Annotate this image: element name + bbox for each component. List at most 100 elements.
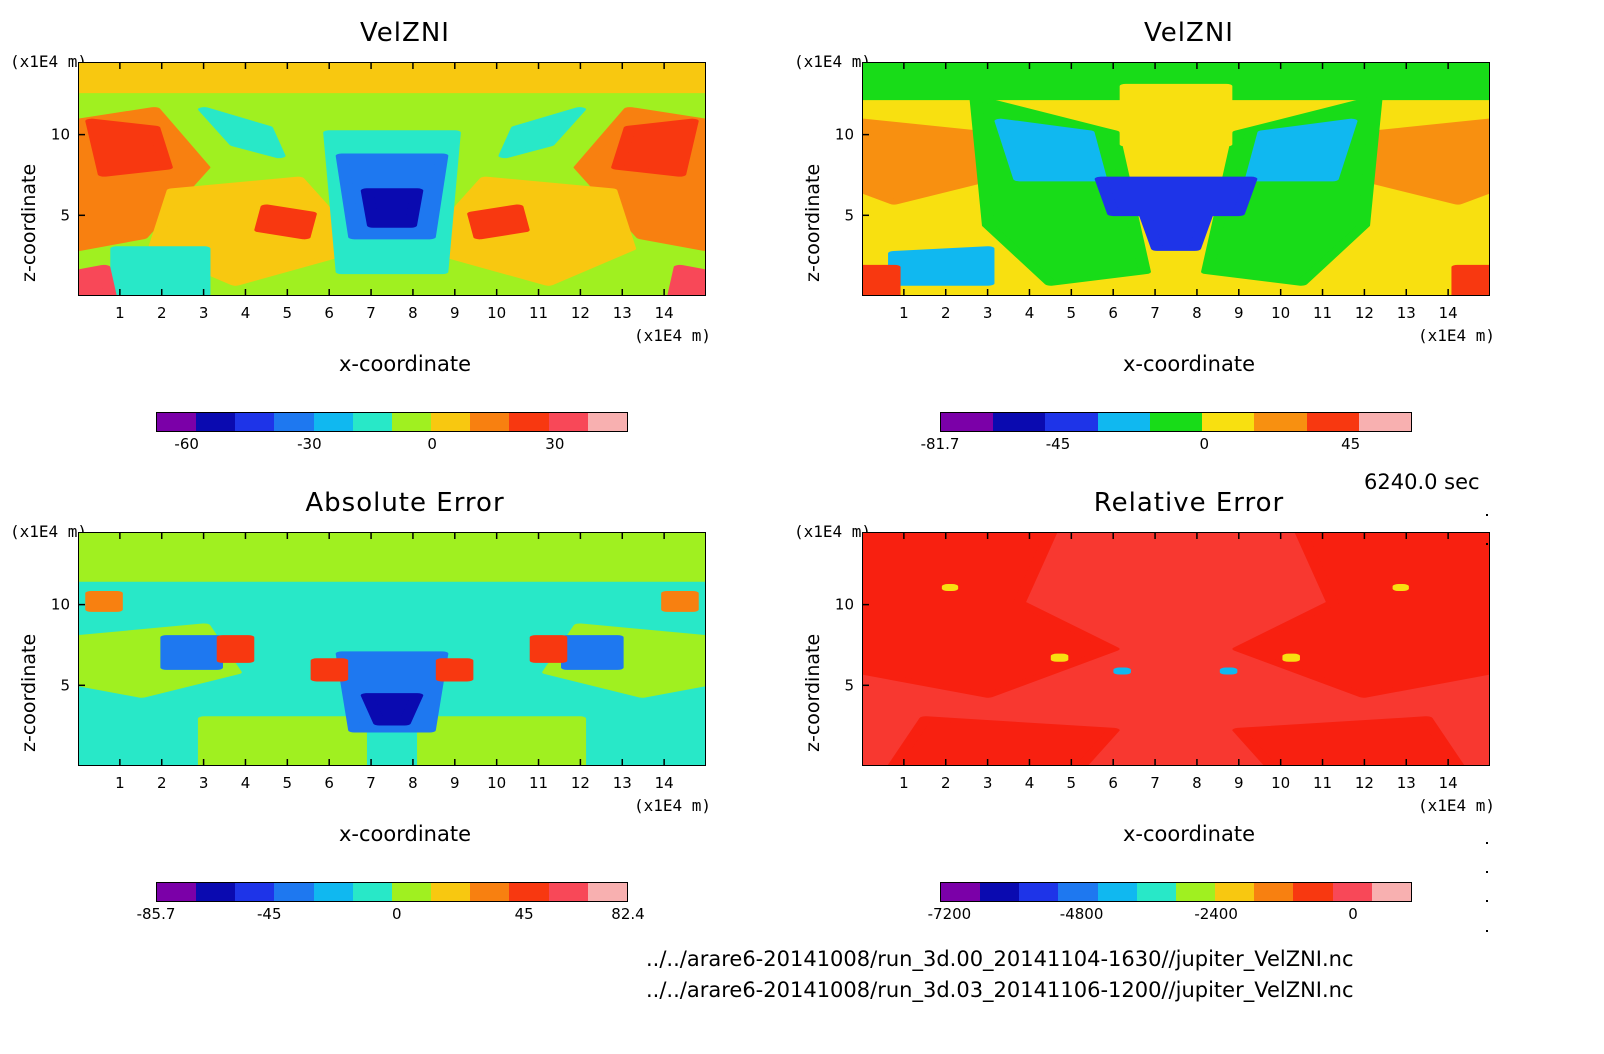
x-tick-label: 8	[1192, 304, 1202, 322]
x-tick-label: 5	[283, 774, 293, 792]
colorbar	[940, 412, 1412, 432]
colorbar-segment	[980, 883, 1020, 901]
y-tick-label: 5	[60, 676, 70, 694]
y-tick-label: 10	[835, 126, 854, 144]
x-tick-label: 10	[487, 304, 506, 322]
colorbar-segment	[470, 413, 510, 431]
colorbar-segment	[509, 413, 549, 431]
x-tick-label: 13	[613, 304, 632, 322]
colorbar-tick-label: 0	[427, 435, 437, 453]
margin-dot	[1486, 871, 1488, 873]
contour-region	[216, 635, 255, 663]
colorbar-segment	[313, 883, 353, 901]
margin-dot	[1486, 900, 1488, 902]
colorbar-labels: -81.7 -45 0 45	[921, 435, 1412, 455]
x-tick-label: 2	[941, 304, 951, 322]
contour-field	[863, 533, 1489, 765]
colorbar-tick-label: -81.7	[920, 435, 960, 453]
colorbar-segment	[274, 413, 314, 431]
colorbar-segment	[1019, 883, 1059, 901]
x-tick-label: 1	[899, 774, 909, 792]
contour-region	[863, 533, 1120, 698]
colorbar-tick-label: -2400	[1194, 905, 1238, 923]
contour-region	[85, 118, 173, 177]
colorbar-segment	[548, 413, 588, 431]
x-unit-label: (x1E4 m)	[1418, 796, 1496, 815]
contour-region	[197, 716, 367, 765]
contour-region	[360, 188, 424, 228]
colorbar-tick-label: -45	[1045, 435, 1071, 453]
x-tick-label: 4	[241, 304, 251, 322]
x-tick-label: 9	[450, 774, 460, 792]
contour-region	[310, 658, 349, 682]
x-tick-label: 2	[941, 774, 951, 792]
contour-region	[1219, 667, 1238, 675]
margin-dot	[1486, 543, 1488, 545]
contour-region	[1392, 584, 1409, 591]
y-axis-label: z-coordinate	[802, 163, 824, 282]
margin-dot	[1486, 514, 1488, 516]
x-tick-label: 12	[1355, 774, 1374, 792]
x-tick-label: 5	[1067, 304, 1077, 322]
contour-region	[79, 533, 705, 582]
panel-velzni-top-right: VelZNI (x1E4 m) 1 2 3 4 5 6 7 8 9 10 11 12 13 14 5 10 (x1E…	[784, 0, 1564, 470]
x-tick-label: 3	[199, 304, 209, 322]
x-axis-label: x-coordinate	[338, 352, 471, 376]
x-tick-label: 11	[1313, 774, 1332, 792]
x-tick-label: 9	[1234, 304, 1244, 322]
y-tick-label: 5	[844, 676, 854, 694]
x-tick-label: 11	[1313, 304, 1332, 322]
panel-relative-error: Relative Error (x1E4 m) 1 2 3 4 5 6 7 8 9 10 11 12 13 1…	[784, 470, 1564, 940]
plot-title: Relative Error	[1093, 488, 1285, 518]
x-tick-label: 9	[1234, 774, 1244, 792]
colorbar-segment	[196, 883, 236, 901]
x-tick-label: 13	[1397, 774, 1416, 792]
contour-region	[1232, 533, 1489, 698]
plot-title: VelZNI	[360, 18, 450, 48]
contour-region	[160, 635, 223, 670]
colorbar-segment	[274, 883, 314, 901]
colorbar-tick-label: -30	[297, 435, 322, 453]
margin-dot	[1486, 842, 1488, 844]
contour-region	[863, 264, 901, 295]
contour-region	[529, 635, 568, 663]
panel-absolute-error: Absolute Error (x1E4 m) 1 2 3 4 5 6 7 8 9 10 11 12 13 1…	[0, 470, 780, 940]
panel-velzni-top-left: VelZNI (x1E4 m) 1 2 3 4 5 6 7 8 9 10 11 12 13 14 5 10 (x1E…	[0, 0, 780, 470]
colorbar-segment	[1254, 413, 1307, 431]
colorbar-segment	[587, 413, 627, 431]
contour-region	[561, 635, 624, 670]
contour-plot-area	[78, 532, 706, 766]
colorbar	[156, 412, 628, 432]
x-tick-label: 7	[366, 774, 376, 792]
contour-plot-area	[862, 62, 1490, 296]
contour-region	[863, 63, 1489, 101]
x-tick-label: 3	[199, 774, 209, 792]
contour-field	[863, 63, 1489, 295]
colorbar-labels: -85.7 -45 0 45 82.4	[137, 905, 645, 925]
colorbar-segment	[1215, 883, 1255, 901]
x-tick-label: 12	[571, 304, 590, 322]
x-tick-label: 1	[115, 304, 125, 322]
x-tick-label: 6	[324, 304, 334, 322]
contour-region	[197, 107, 286, 159]
colorbar-segment	[1254, 883, 1294, 901]
x-tick-label: 8	[1192, 774, 1202, 792]
contour-region	[611, 118, 699, 177]
x-tick-label: 6	[1108, 774, 1118, 792]
colorbar-segment	[548, 883, 588, 901]
colorbar-tick-label: 45	[1341, 435, 1361, 453]
colorbar-segment	[391, 413, 432, 431]
colorbar-segment	[1202, 413, 1255, 431]
contour-region	[110, 246, 211, 295]
contour-region	[1282, 653, 1300, 662]
plot-title: Absolute Error	[305, 488, 505, 518]
y-unit-label: (x1E4 m)	[794, 52, 872, 71]
y-tick-label: 5	[60, 206, 70, 224]
colorbar-tick-label: 0	[391, 905, 402, 923]
contour-region	[79, 264, 117, 295]
x-tick-label: 2	[157, 304, 167, 322]
contour-region	[467, 204, 530, 240]
colorbar-segment	[993, 413, 1046, 431]
contour-region	[335, 651, 449, 733]
contour-region	[661, 590, 699, 612]
